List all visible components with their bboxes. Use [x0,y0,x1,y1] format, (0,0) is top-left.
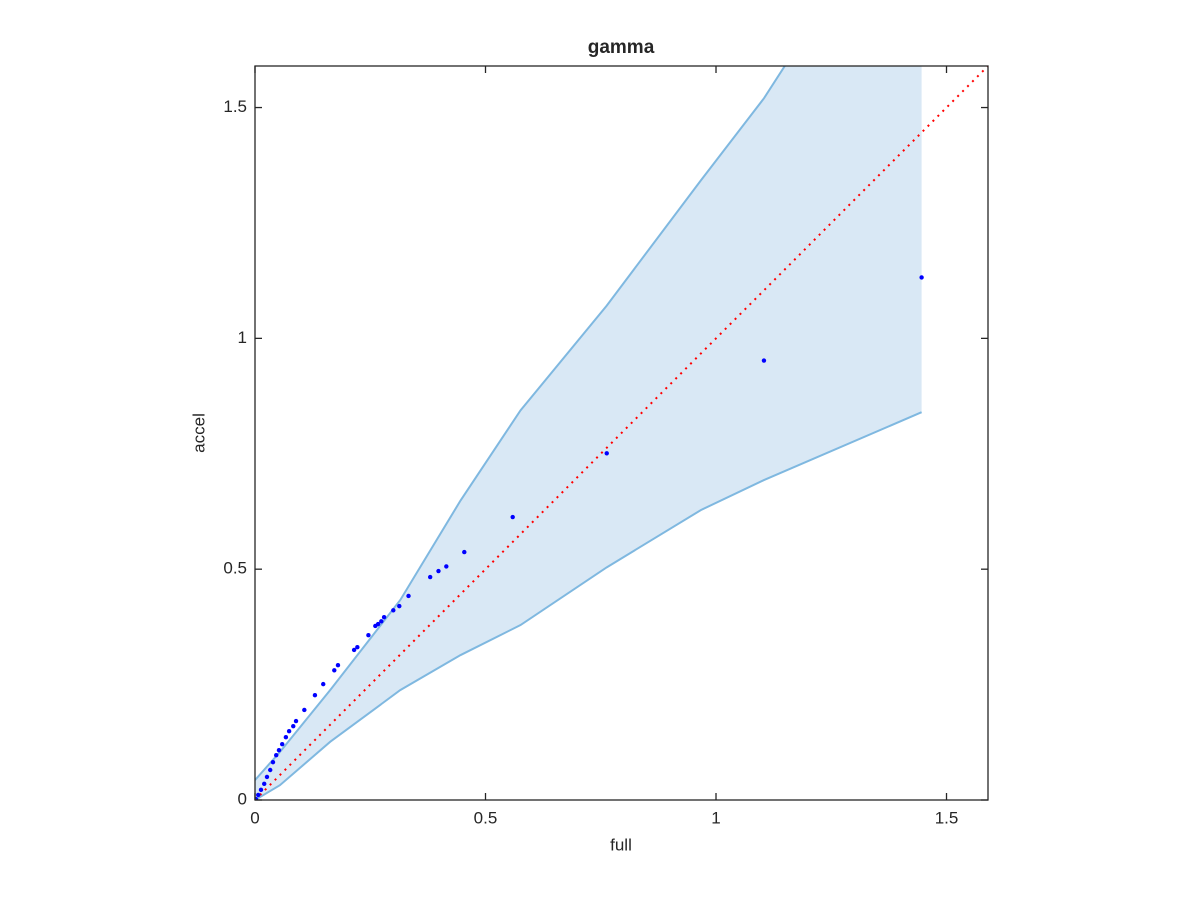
point [444,564,449,569]
point [406,593,411,599]
point [391,608,396,613]
point [351,647,357,653]
point [919,275,924,280]
point [264,774,270,780]
point [332,668,337,673]
point [279,741,285,747]
point [258,787,264,793]
point [302,707,307,713]
point [462,549,467,555]
axes-box [254,65,989,801]
x-tick-label: 0.5 [474,808,498,827]
axes: 0 0.5 1 1.5 0 0.5 1 1.5 [223,65,989,827]
point [427,574,433,580]
band-edge [255,66,786,781]
point [397,603,402,609]
point [276,747,282,753]
y-tick-label: 1 [238,328,247,347]
y-tick-label: 1.5 [223,97,247,116]
point [510,514,515,520]
y-axis-label: accel [189,413,208,453]
point [604,451,609,456]
point [312,693,318,698]
chart-title: gamma [588,37,655,58]
point [379,619,384,624]
point [381,614,387,620]
point [366,632,371,638]
point [436,568,441,574]
point [262,781,267,787]
x-axis-label: full [610,835,632,854]
point [274,753,279,758]
point [293,718,299,724]
point [761,358,767,363]
confidence-band [255,66,922,800]
plot-area [255,66,988,800]
point [321,681,326,687]
x-tick-label: 0 [250,808,259,827]
point [291,723,296,729]
reference-line [255,66,988,800]
point [283,735,289,740]
y-tick-label: 0.5 [223,559,247,578]
point [270,759,276,765]
point [268,767,273,773]
point [335,663,341,668]
x-tick-label: 1 [711,808,720,827]
point [373,623,378,629]
point [255,796,259,800]
point [355,644,360,650]
point [256,792,261,798]
x-tick-label: 1.5 [935,808,959,827]
point [286,729,292,734]
band-edge [255,411,923,800]
y-tick-label: 0 [238,789,247,808]
